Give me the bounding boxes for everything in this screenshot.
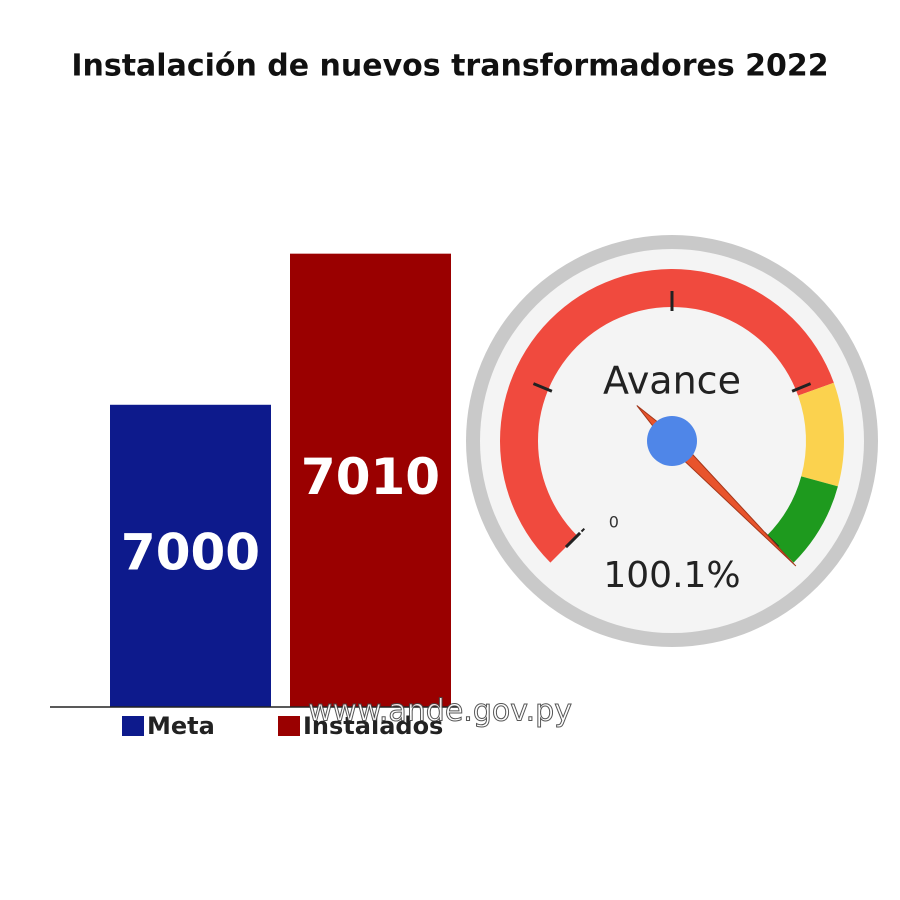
gauge-band <box>798 382 844 487</box>
chart-title: Instalación de nuevos transformadores 20… <box>71 49 828 84</box>
legend-swatch <box>122 716 144 736</box>
value-label: 7000 <box>121 523 260 581</box>
gauge-band <box>766 476 838 563</box>
gauge-band <box>500 269 834 563</box>
legend-label: Meta <box>147 712 215 740</box>
watermark: www.ande.gov.py <box>308 694 572 729</box>
gauge-hub <box>647 416 697 466</box>
value-label: 7010 <box>301 448 440 506</box>
gauge-major-tick <box>791 382 812 393</box>
legend-label: Instalados <box>303 712 443 740</box>
gauge-tick-label: 0 <box>609 513 619 532</box>
legend-swatch <box>278 716 300 736</box>
gauge-major-tick <box>564 531 582 549</box>
gauge-tick <box>580 527 586 533</box>
gauge-label: Avance <box>603 359 741 403</box>
bar <box>110 404 271 707</box>
gauge-value-label: 100.1% <box>603 555 740 596</box>
gauge-major-tick <box>532 382 553 393</box>
bar <box>290 253 451 707</box>
